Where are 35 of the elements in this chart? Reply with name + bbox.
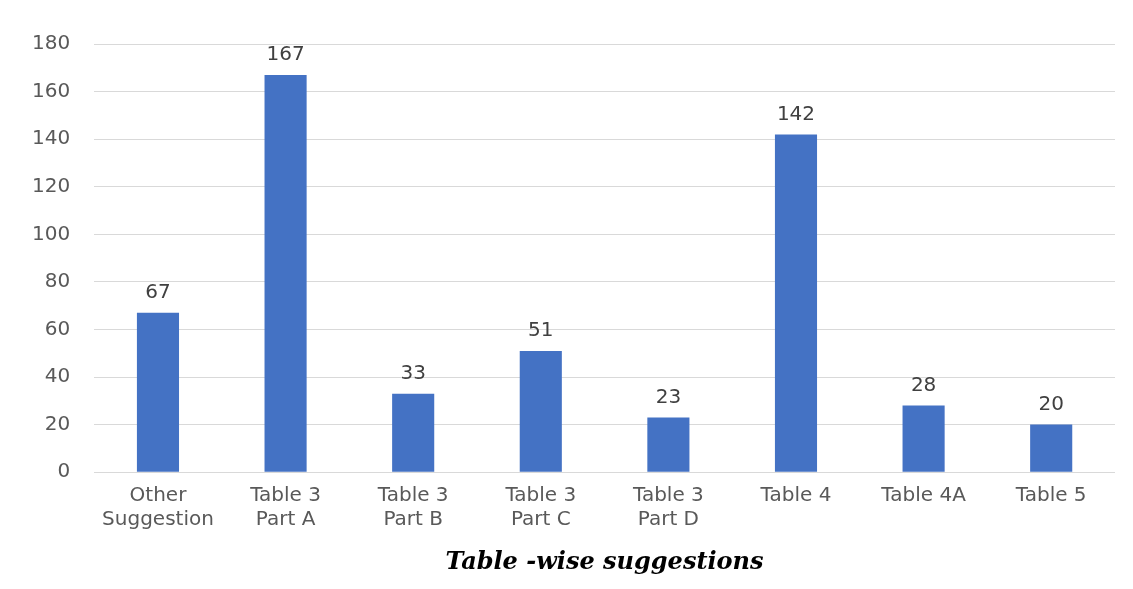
y-tick-label: 40 [44, 363, 71, 388]
x-tick-label: Table 3 Part D [631, 482, 704, 531]
data-label: 142 [776, 100, 816, 125]
x-tick-label: Other Suggestion [102, 482, 214, 531]
bar [264, 74, 307, 472]
x-tick-label: Table 3 Part B [376, 482, 449, 531]
bar [774, 134, 818, 472]
x-tick-label: Table 4 [759, 482, 832, 507]
y-tick-label: 60 [44, 315, 71, 340]
x-tick-label: Table 4A [880, 482, 967, 507]
x-tick-label: Table 5 [1014, 482, 1087, 507]
bar [647, 417, 690, 472]
data-label: 67 [145, 279, 171, 304]
bar [392, 393, 435, 472]
y-tick-label: 120 [31, 172, 71, 197]
data-label: 33 [400, 359, 426, 384]
bar [1030, 424, 1073, 472]
data-label: 51 [528, 317, 554, 342]
y-tick-label: 180 [31, 30, 71, 55]
bar [902, 405, 945, 472]
y-tick-label: 0 [57, 458, 71, 483]
y-tick-label: 160 [31, 77, 71, 102]
data-label: 28 [910, 371, 937, 396]
data-label: 167 [266, 41, 305, 66]
x-axis-title: Table -wise suggestions [445, 545, 765, 575]
y-tick-label: 20 [44, 410, 71, 435]
x-tick-label: Table 3 Part A [249, 482, 321, 531]
y-tick-label: 80 [44, 268, 71, 293]
data-label: 23 [655, 383, 682, 408]
bar [519, 350, 562, 472]
y-tick-label: 100 [31, 220, 71, 245]
y-tick-label: 140 [31, 125, 71, 150]
data-label: 20 [1038, 390, 1064, 415]
bar [136, 312, 180, 472]
x-tick-label: Table 3 Part C [504, 482, 577, 531]
